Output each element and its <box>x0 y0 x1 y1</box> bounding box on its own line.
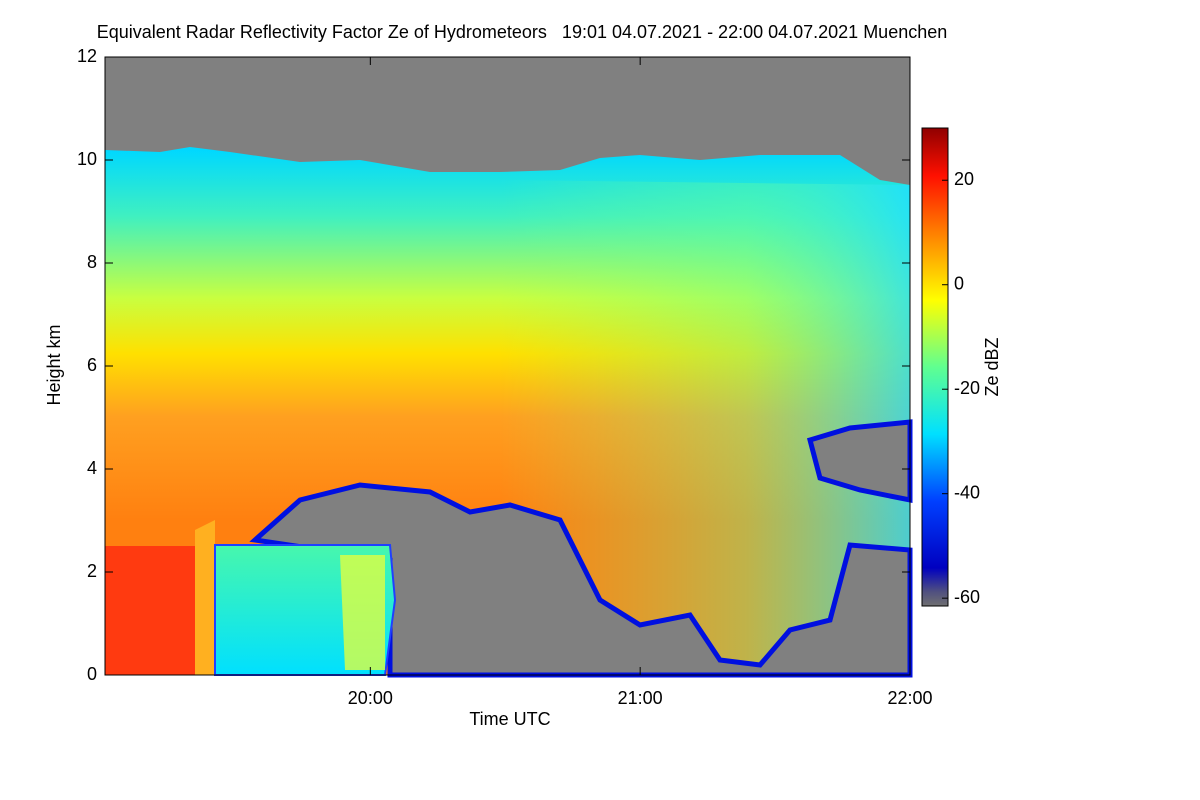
colorbar-label: Ze dBZ <box>982 337 1002 396</box>
colorbar-tick-label: -40 <box>954 482 980 502</box>
x-tick-label: 21:00 <box>618 688 663 708</box>
y-tick-label: 6 <box>87 355 97 375</box>
y-tick-label: 2 <box>87 561 97 581</box>
x-tick-label: 20:00 <box>348 688 393 708</box>
y-axis-label: Height km <box>44 324 64 405</box>
y-tick-label: 10 <box>77 149 97 169</box>
colorbar-tick-label: 20 <box>954 169 974 189</box>
colorbar <box>921 127 949 607</box>
heatmap <box>105 57 913 678</box>
y-tick-label: 12 <box>77 46 97 66</box>
chart-title: Equivalent Radar Reflectivity Factor Ze … <box>97 22 948 42</box>
x-axis-label: Time UTC <box>469 709 550 729</box>
colorbar-tick-label: 0 <box>954 273 964 293</box>
colorbar-tick-label: -60 <box>954 587 980 607</box>
y-tick-label: 8 <box>87 252 97 272</box>
colorbar-tick-label: -20 <box>954 378 980 398</box>
x-tick-label: 22:00 <box>887 688 932 708</box>
y-tick-label: 0 <box>87 664 97 684</box>
y-tick-label: 4 <box>87 458 97 478</box>
